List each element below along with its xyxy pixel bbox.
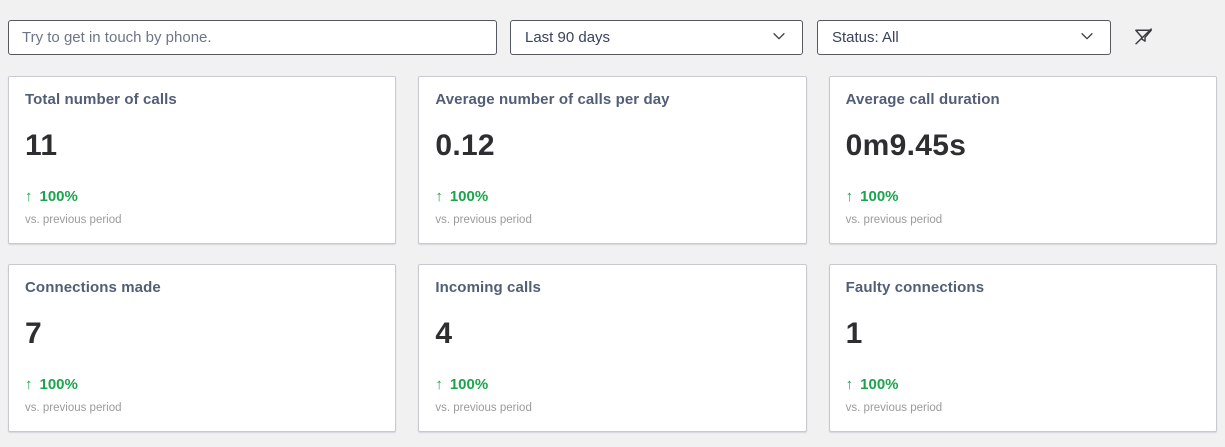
up-arrow-icon: ↑ [845, 188, 854, 205]
chevron-down-icon [770, 27, 788, 49]
card-value: 0.12 [435, 129, 495, 162]
clear-filters-button[interactable] [1129, 24, 1157, 52]
status-select[interactable]: Status: All [817, 20, 1111, 55]
card-title: Connections made [25, 279, 161, 296]
comparison-label: vs. previous period [435, 214, 532, 226]
chevron-down-icon [1078, 27, 1096, 49]
search-input[interactable] [8, 20, 497, 55]
delta-badge: ↑ 100% [846, 188, 1200, 205]
card-title: Faulty connections [845, 279, 985, 296]
comparison-label: vs. previous period [845, 402, 943, 414]
delta-value: 100% [449, 376, 489, 393]
card-value: 0m9.45s [845, 129, 967, 162]
filters-toolbar: Last 90 days Status: All [0, 0, 1225, 55]
stats-cards-grid: Total number of calls 11 ↑ 100% vs. prev… [8, 76, 1217, 432]
comparison-label: vs. previous period [25, 402, 122, 414]
up-arrow-icon: ↑ [435, 376, 443, 393]
delta-badge: ↑ 100% [435, 376, 789, 393]
comparison-label: vs. previous period [845, 214, 943, 226]
card-value: 4 [435, 317, 453, 350]
stat-card-avg-calls-per-day: Average number of calls per day 0.12 ↑ 1… [418, 76, 807, 244]
delta-value: 100% [449, 188, 489, 205]
card-value: 1 [845, 317, 863, 350]
delta-value: 100% [39, 376, 78, 393]
card-title: Average call duration [845, 91, 1000, 108]
comparison-label: vs. previous period [435, 402, 532, 414]
stat-card-incoming-calls: Incoming calls 4 ↑ 100% vs. previous per… [418, 264, 807, 432]
up-arrow-icon: ↑ [25, 188, 33, 205]
card-title: Total number of calls [25, 91, 177, 108]
delta-badge: ↑ 100% [25, 376, 379, 393]
up-arrow-icon: ↑ [25, 376, 33, 393]
card-title: Incoming calls [435, 279, 541, 296]
card-value: 7 [25, 317, 42, 350]
date-range-select[interactable]: Last 90 days [510, 20, 803, 55]
stat-card-connections-made: Connections made 7 ↑ 100% vs. previous p… [8, 264, 397, 432]
up-arrow-icon: ↑ [845, 376, 854, 393]
date-range-value: Last 90 days [525, 29, 611, 46]
up-arrow-icon: ↑ [435, 188, 443, 205]
card-title: Average number of calls per day [435, 91, 670, 108]
delta-value: 100% [860, 376, 899, 393]
stat-card-avg-call-duration: Average call duration 0m9.45s ↑ 100% vs.… [828, 76, 1217, 244]
card-value: 11 [25, 129, 58, 162]
status-value: Status: All [832, 29, 899, 46]
filter-off-icon [1132, 25, 1155, 51]
comparison-label: vs. previous period [25, 214, 122, 226]
delta-value: 100% [860, 188, 899, 205]
delta-badge: ↑ 100% [25, 188, 379, 205]
stat-card-total-calls: Total number of calls 11 ↑ 100% vs. prev… [8, 76, 397, 244]
delta-value: 100% [39, 188, 78, 205]
delta-badge: ↑ 100% [435, 188, 789, 205]
delta-badge: ↑ 100% [846, 376, 1200, 393]
stat-card-faulty-connections: Faulty connections 1 ↑ 100% vs. previous… [828, 264, 1217, 432]
